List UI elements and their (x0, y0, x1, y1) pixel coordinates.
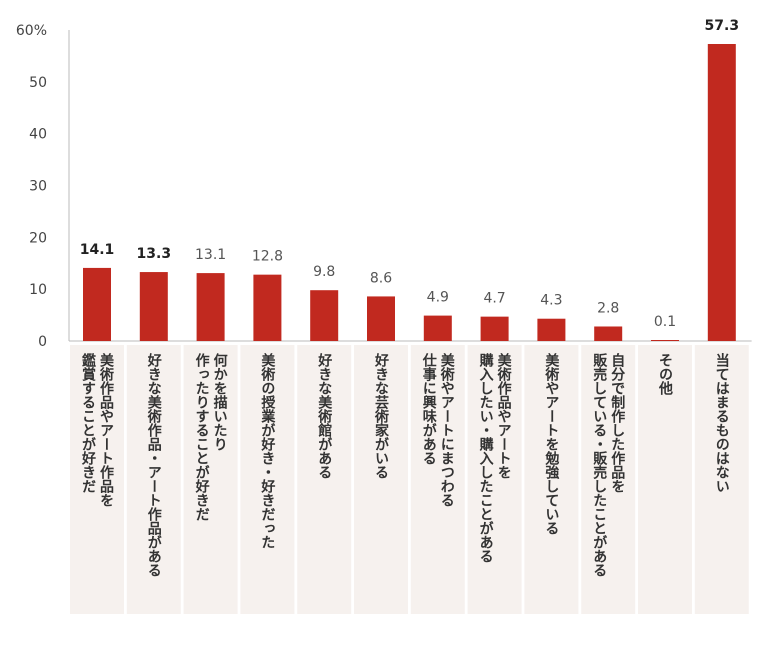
bar (537, 318, 566, 341)
category-label-background (126, 345, 181, 614)
bar (139, 272, 168, 341)
y-tick-label: 50 (29, 75, 47, 91)
bars (83, 43, 736, 342)
value-label: 4.7 (483, 291, 505, 307)
category-label: 美術の授業が好き・好きだった (259, 352, 276, 549)
category-label: 仕事に興味がある (421, 352, 438, 465)
y-axis: 0 10 20 30 40 50 60% (16, 23, 47, 350)
bar (253, 274, 282, 341)
category-label-background (240, 345, 295, 614)
bar (423, 315, 452, 341)
category-label: 美術作品やアートを (496, 352, 513, 479)
category-label: その他 (657, 353, 674, 396)
value-label: 4.9 (427, 290, 449, 306)
category-label-background (70, 345, 124, 614)
value-label: 4.3 (540, 293, 562, 309)
value-label: 14.1 (80, 242, 115, 258)
y-tick-label: 10 (29, 282, 47, 298)
category-label: 当てはまるものはない (714, 352, 730, 493)
value-label: 13.3 (137, 246, 172, 262)
y-tick-label: 0 (38, 334, 47, 350)
category-label-background (581, 345, 636, 614)
bar (367, 296, 395, 341)
value-labels: 14.1 13.3 13.1 12.8 9.8 8.6 4.9 4.7 4.3 2.8 0.1 57.… (80, 18, 739, 330)
category-label: 自分で制作した作品を (609, 352, 625, 493)
category-label: 鑑賞することが好きだ (80, 352, 97, 493)
category-label-background (410, 345, 465, 614)
category-label-background (467, 345, 522, 614)
value-label: 9.8 (313, 264, 335, 280)
category-label: 好きな芸術家がいる (373, 352, 390, 479)
value-label: 2.8 (597, 300, 619, 316)
category-label: 好きな美術館がある (316, 352, 333, 479)
bar (651, 340, 679, 341)
category-label: 美術やアートを勉強している (543, 352, 560, 535)
category-label-background (183, 345, 238, 614)
value-label: 12.8 (252, 249, 283, 265)
y-tick-label: 20 (29, 230, 47, 246)
category-label: 購入したい・購入したことがある (478, 352, 495, 563)
category-label-backgrounds (70, 345, 749, 614)
category-label-background (524, 345, 579, 614)
value-label: 13.1 (195, 247, 226, 263)
bar (310, 290, 339, 341)
category-label: 好きな美術作品・アート作品がある (146, 352, 163, 577)
bar (594, 326, 623, 341)
value-label: 8.6 (370, 270, 392, 286)
category-label-background (297, 345, 352, 614)
category-label: 作ったりすることが好きだ (194, 352, 211, 521)
category-label-background (694, 345, 749, 614)
category-label: 美術やアートにまつわる (439, 352, 456, 507)
value-label: 0.1 (654, 314, 676, 330)
category-label: 販売している・販売したことがある (591, 352, 607, 577)
y-tick-label: 30 (29, 179, 47, 195)
category-label-background (354, 345, 408, 614)
bar (707, 43, 736, 342)
y-tick-label: 40 (29, 127, 47, 143)
bar (196, 273, 225, 341)
category-label: 何かを描いたり (212, 352, 228, 451)
bar (83, 267, 111, 341)
category-label-background (638, 345, 692, 614)
y-tick-label: 60% (16, 23, 47, 39)
category-label: 美術作品やアート作品を (98, 352, 115, 507)
bar (480, 316, 509, 341)
value-label: 57.3 (705, 18, 740, 34)
